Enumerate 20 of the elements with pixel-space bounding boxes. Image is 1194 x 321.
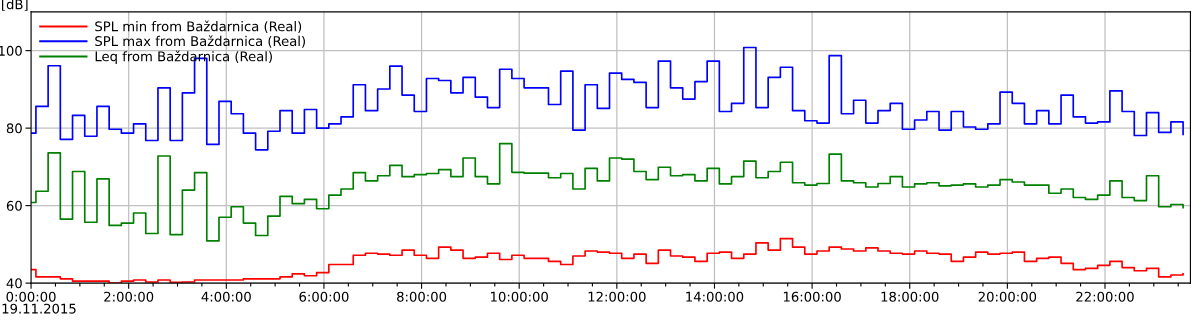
x-tick-label: 14:00:00 — [686, 291, 744, 302]
y-axis-title: [dB] — [2, 0, 28, 11]
x-tick-label: 16:00:00 — [783, 291, 841, 302]
x-tick-label: 8:00:00 — [397, 291, 447, 302]
x-tick-label: 4:00:00 — [201, 291, 251, 302]
x-tick-label: 2:00:00 — [104, 291, 154, 302]
legend-label: SPL max from Baždarnica (Real) — [95, 35, 305, 48]
legend-label: Leq from Baždarnica (Real) — [95, 50, 272, 64]
x-tick-label: 18:00:00 — [881, 291, 939, 302]
x-tick-label: 20:00:00 — [978, 291, 1037, 302]
y-tick-label: 40 — [6, 278, 22, 289]
text: 19.11.2015 — [2, 303, 76, 314]
x-tick-label: 0:00:00 — [6, 291, 56, 302]
x-tick-label: 10:00:00 — [491, 291, 548, 302]
legend-label: SPL min from Baždarnica (Real) — [95, 20, 302, 33]
x-tick-label: 12:00:00 — [588, 291, 646, 302]
y-tick-label: 80 — [6, 123, 22, 134]
x-tick-label: 22:00:00 — [1076, 291, 1134, 302]
y-tick-label: 60 — [6, 200, 22, 211]
x-tick-label: 6:00:00 — [299, 291, 349, 302]
